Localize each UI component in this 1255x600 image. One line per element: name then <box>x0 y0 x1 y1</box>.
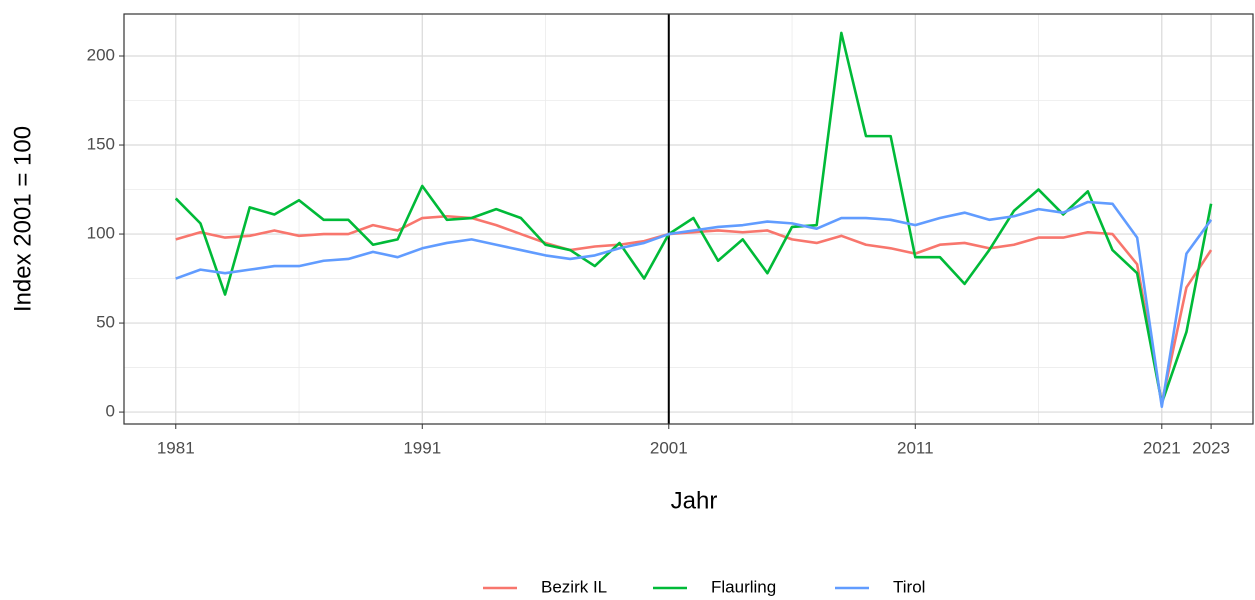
x-tick-label: 2021 <box>1143 438 1181 457</box>
x-tick-label: 1991 <box>403 438 441 457</box>
y-tick-label: 100 <box>87 224 115 243</box>
y-tick-label: 50 <box>96 313 115 332</box>
y-tick-label: 150 <box>87 135 115 154</box>
x-tick-label: 2001 <box>650 438 688 457</box>
series-line <box>175 214 1213 405</box>
panel-border <box>123 13 1254 425</box>
x-tick-label: 2011 <box>897 438 934 457</box>
series-line <box>174 31 1213 405</box>
y-tick-label: 200 <box>87 45 115 64</box>
x-tick-label: 1981 <box>157 438 195 457</box>
series-line <box>175 200 1213 409</box>
y-tick-label: 0 <box>106 402 115 421</box>
x-axis-title: Jahr <box>671 487 718 514</box>
y-axis-title: Index 2001 = 100 <box>9 126 36 312</box>
legend-label: Flaurling <box>711 577 776 596</box>
legend-label: Tirol <box>893 577 925 596</box>
x-tick-label: 2023 <box>1192 438 1230 457</box>
legend-label: Bezirk IL <box>541 577 607 596</box>
